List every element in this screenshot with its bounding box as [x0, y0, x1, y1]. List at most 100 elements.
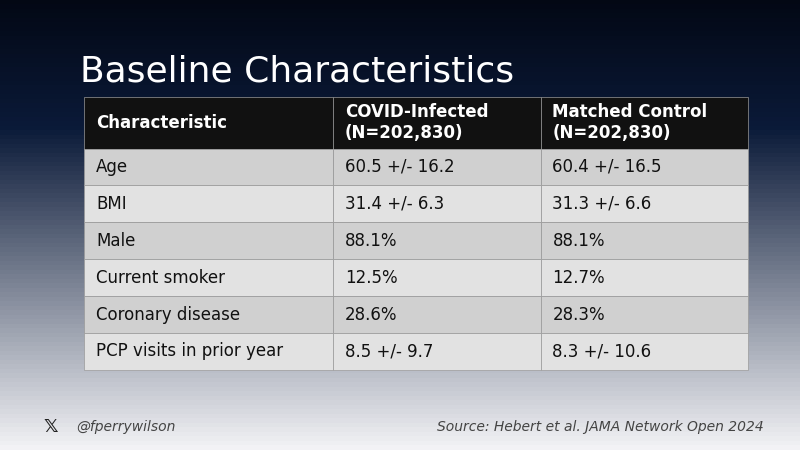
Bar [0, 283, 800, 288]
Bar [0, 279, 800, 284]
Bar [0, 238, 800, 243]
Bar [0, 81, 800, 86]
Bar [0, 229, 800, 234]
Text: @fperrywilson: @fperrywilson [76, 419, 175, 434]
Text: 60.5 +/- 16.2: 60.5 +/- 16.2 [345, 158, 454, 176]
Bar [541, 296, 748, 333]
Bar [0, 175, 800, 180]
Bar [0, 441, 800, 446]
Bar [0, 409, 800, 414]
Bar [0, 180, 800, 184]
Bar [0, 63, 800, 68]
Bar [0, 346, 800, 351]
Bar [0, 261, 800, 265]
Bar [0, 319, 800, 324]
Bar [0, 49, 800, 54]
Bar [0, 211, 800, 216]
Bar [0, 243, 800, 248]
Bar [0, 153, 800, 158]
Text: Source: Hebert et al. JAMA Network Open 2024: Source: Hebert et al. JAMA Network Open … [438, 419, 764, 434]
Bar [541, 97, 748, 148]
Bar [0, 18, 800, 22]
Bar [0, 373, 800, 378]
Bar [0, 36, 800, 40]
Bar [0, 297, 800, 302]
Bar [0, 157, 800, 162]
Bar [0, 94, 800, 99]
Bar [0, 184, 800, 189]
Bar [333, 185, 541, 222]
Bar [0, 198, 800, 203]
Bar [0, 112, 800, 117]
Bar [0, 117, 800, 122]
Text: Current smoker: Current smoker [96, 269, 225, 287]
Bar [0, 400, 800, 405]
Bar [0, 27, 800, 32]
Bar [0, 220, 800, 225]
Text: 12.7%: 12.7% [553, 269, 605, 287]
Bar [84, 333, 333, 370]
Bar [0, 274, 800, 279]
Text: 31.4 +/- 6.3: 31.4 +/- 6.3 [345, 195, 444, 213]
Bar [0, 31, 800, 36]
Text: 88.1%: 88.1% [345, 232, 398, 250]
Bar [84, 259, 333, 296]
Bar [0, 193, 800, 198]
Bar [0, 396, 800, 400]
Bar [541, 333, 748, 370]
Bar [0, 216, 800, 220]
Bar [541, 222, 748, 259]
Bar [0, 85, 800, 90]
Bar [0, 0, 800, 4]
Text: 8.5 +/- 9.7: 8.5 +/- 9.7 [345, 342, 434, 360]
Bar [0, 148, 800, 153]
Bar [0, 9, 800, 13]
Bar [0, 76, 800, 81]
Bar [333, 148, 541, 185]
Bar [0, 4, 800, 9]
Bar [0, 391, 800, 396]
Bar [0, 288, 800, 292]
Bar [0, 265, 800, 270]
Bar [0, 292, 800, 297]
Bar [0, 328, 800, 333]
Bar [0, 234, 800, 239]
Bar [0, 103, 800, 108]
Bar [541, 259, 748, 296]
Text: BMI: BMI [96, 195, 126, 213]
Bar [0, 166, 800, 171]
Bar [0, 369, 800, 373]
Bar [84, 185, 333, 222]
Bar [0, 189, 800, 194]
Bar [0, 364, 800, 369]
Bar [84, 148, 333, 185]
Bar [0, 126, 800, 130]
Text: 31.3 +/- 6.6: 31.3 +/- 6.6 [553, 195, 652, 213]
Bar [84, 222, 333, 259]
Bar [333, 259, 541, 296]
Bar [0, 378, 800, 382]
Bar [0, 202, 800, 207]
Bar [0, 225, 800, 230]
Bar [541, 148, 748, 185]
Bar [541, 185, 748, 222]
Bar [0, 337, 800, 342]
Text: Matched Control
(N=202,830): Matched Control (N=202,830) [553, 103, 708, 142]
Bar [0, 171, 800, 176]
Bar [0, 301, 800, 306]
Bar [333, 296, 541, 333]
Bar [0, 130, 800, 135]
Bar [0, 22, 800, 27]
Text: 28.6%: 28.6% [345, 306, 398, 324]
Bar [0, 445, 800, 450]
Text: 88.1%: 88.1% [553, 232, 605, 250]
Bar [0, 418, 800, 423]
Text: PCP visits in prior year: PCP visits in prior year [96, 342, 283, 360]
Bar [0, 310, 800, 315]
Text: 28.3%: 28.3% [553, 306, 605, 324]
Bar [0, 40, 800, 45]
Bar [0, 139, 800, 144]
Bar [0, 252, 800, 256]
Text: COVID-Infected
(N=202,830): COVID-Infected (N=202,830) [345, 103, 489, 142]
Bar [0, 256, 800, 261]
